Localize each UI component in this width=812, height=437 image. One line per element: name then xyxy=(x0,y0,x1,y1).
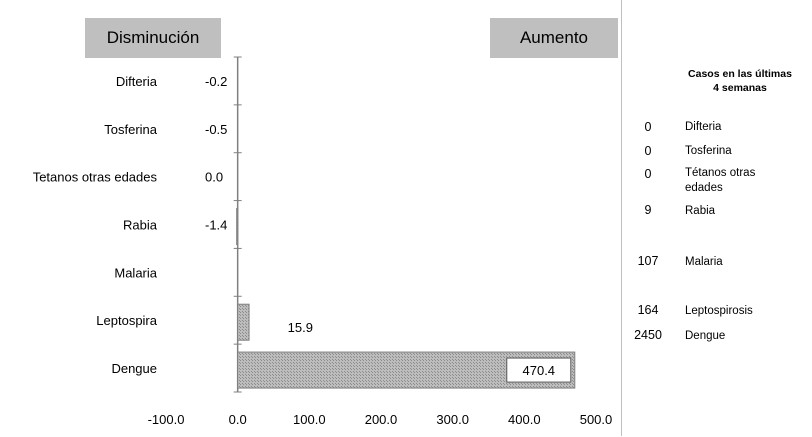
increase-header: Aumento xyxy=(490,18,618,58)
count-difteria: 0 xyxy=(644,120,652,134)
side-table-title: Casos en las últimas 4 semanas xyxy=(670,67,810,95)
x-tick-label: 300.0 xyxy=(436,412,469,427)
x-tick-label: 0.0 xyxy=(229,412,247,427)
name-tetanos-line1: Tétanos otras xyxy=(685,167,756,179)
bar-chart: -100.0 0.0 100.0 200.0 300.0 400.0 500.0 Difter… xyxy=(33,56,613,427)
x-tick-label: 400.0 xyxy=(508,412,541,427)
category-label: Difteria xyxy=(116,74,158,89)
name-difteria: Difteria xyxy=(685,121,722,133)
decrease-header-label: Disminución xyxy=(106,28,200,47)
count-rabia: 9 xyxy=(644,203,652,217)
name-dengue: Dengue xyxy=(685,330,726,342)
decrease-header: Disminución xyxy=(85,18,221,58)
category-label: Rabia xyxy=(123,218,158,233)
category-label: Tetanos otras edades xyxy=(33,170,158,185)
count-dengue: 2450 xyxy=(634,328,662,342)
count-leptospirosis: 164 xyxy=(637,303,659,317)
count-tosferina: 0 xyxy=(644,144,652,158)
value-label: 0.0 xyxy=(205,170,223,185)
data-bar xyxy=(236,208,239,245)
x-tick-label: 200.0 xyxy=(365,412,398,427)
category-label: Tosferina xyxy=(104,122,158,137)
count-tetanos: 0 xyxy=(644,167,652,181)
value-label: -1.4 xyxy=(205,218,227,233)
name-rabia: Rabia xyxy=(685,205,716,217)
chart-frame xyxy=(621,0,622,436)
category-label: Leptospira xyxy=(96,313,157,328)
x-tick-label: 500.0 xyxy=(580,412,613,427)
increase-header-label: Aumento xyxy=(519,28,589,47)
value-label: -0.5 xyxy=(205,122,227,137)
side-table-title-line2: 4 semanas xyxy=(713,82,767,94)
name-tosferina: Tosferina xyxy=(685,145,732,157)
name-tetanos: Tétanos otras edades xyxy=(685,166,795,196)
value-label: -0.2 xyxy=(205,74,227,89)
x-tick-label: -100.0 xyxy=(148,412,185,427)
side-table-title-line1: Casos en las últimas xyxy=(688,68,792,80)
name-malaria: Malaria xyxy=(685,256,723,268)
value-label: 15.9 xyxy=(288,320,313,335)
count-malaria: 107 xyxy=(637,254,659,268)
data-bar xyxy=(237,303,250,341)
x-tick-label: 100.0 xyxy=(293,412,326,427)
category-label: Malaria xyxy=(114,265,157,280)
category-label: Dengue xyxy=(111,361,157,376)
name-tetanos-line2: edades xyxy=(685,182,723,194)
name-leptospirosis: Leptospirosis xyxy=(685,305,753,317)
value-label-box xyxy=(506,357,572,383)
value-label: 470.4 xyxy=(523,363,556,378)
